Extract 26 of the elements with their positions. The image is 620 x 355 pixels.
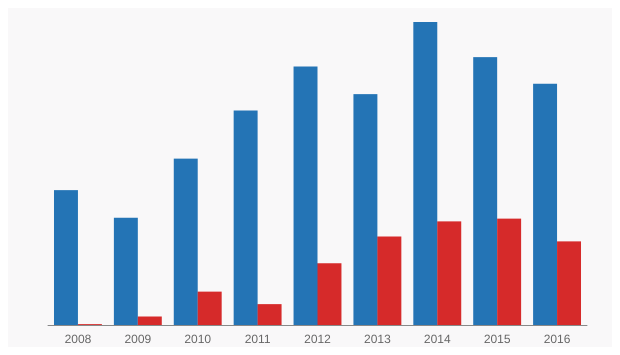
x-tick-label: 2009	[124, 332, 152, 346]
bar	[533, 84, 558, 325]
x-tick-label: 2015	[484, 332, 511, 346]
x-tick-label: 2014	[424, 332, 451, 346]
bar	[138, 316, 162, 325]
x-tick-label: 2016	[544, 332, 571, 346]
bar	[557, 241, 582, 325]
x-tick-label: 2011	[244, 332, 271, 346]
bar	[318, 263, 342, 325]
bar	[54, 190, 78, 325]
bar	[294, 66, 318, 325]
bar	[473, 57, 498, 325]
bar	[413, 22, 438, 325]
bar	[198, 292, 222, 325]
x-tick-label: 2012	[304, 332, 332, 346]
x-tick-label: 2008	[64, 332, 92, 346]
bar	[377, 236, 402, 325]
bar	[258, 304, 282, 325]
bar	[353, 94, 378, 325]
bar	[437, 221, 462, 325]
bar	[497, 218, 522, 325]
bar	[174, 158, 198, 325]
x-tick-label: 2013	[364, 332, 392, 346]
bar	[114, 218, 138, 325]
bar	[234, 110, 258, 325]
x-tick-label: 2010	[184, 332, 212, 346]
